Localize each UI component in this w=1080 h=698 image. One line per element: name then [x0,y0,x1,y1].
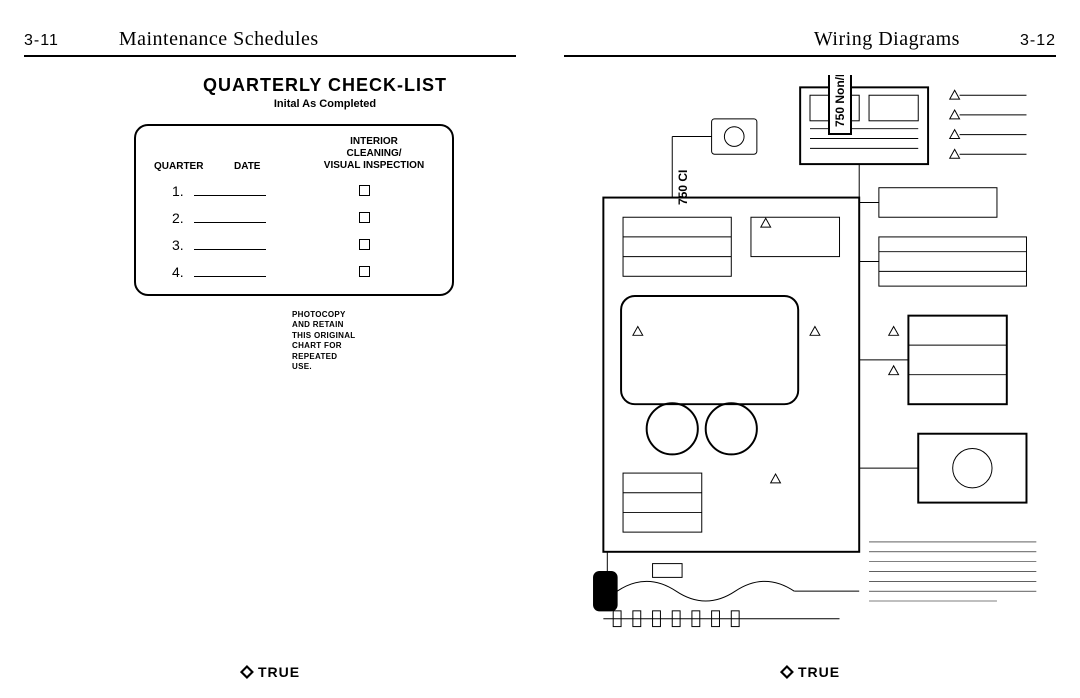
left-page-number: 3-11 [24,32,59,50]
row-number: 3. [154,237,194,253]
row-number: 1. [154,183,194,199]
date-blank [194,236,266,250]
col-inspection: INTERIOR CLEANING/ VISUAL INSPECTION [314,136,434,172]
checklist-row: 1. [154,182,434,199]
left-page-title: Maintenance Schedules [119,28,319,51]
quarterly-checklist: QUARTERLY CHECK-LIST Inital As Completed… [134,75,516,372]
checklist-box: QUARTER DATE INTERIOR CLEANING/ VISUAL I… [134,124,454,296]
date-blank [194,182,266,196]
right-page-title: Wiring Diagrams [814,28,960,51]
brand-logo: TRUE [240,664,300,680]
checkbox-icon [359,185,370,196]
checklist-header-row: QUARTER DATE INTERIOR CLEANING/ VISUAL I… [154,136,434,172]
schematic-svg [564,75,1056,635]
logo-icon [240,665,254,679]
left-page-header: 3-11 Maintenance Schedules [24,28,516,57]
brand-text: TRUE [798,664,840,680]
row-number: 4. [154,264,194,280]
col-date: DATE [234,161,314,172]
checklist-row: 4. [154,263,434,280]
right-page-number: 3-12 [1020,32,1056,50]
checklist-subtitle: Inital As Completed [134,98,516,110]
checklist-row: 2. [154,209,434,226]
logo-icon [780,665,794,679]
checkbox-icon [359,212,370,223]
right-page-header: Wiring Diagrams 3-12 [564,28,1056,57]
checklist-row: 3. [154,236,434,253]
photocopy-note: PHOTOCOPY AND RETAIN THIS ORIGINAL CHART… [292,310,402,372]
row-number: 2. [154,210,194,226]
date-blank [194,263,266,277]
checklist-title: QUARTERLY CHECK-LIST [134,75,516,96]
checkbox-icon [359,239,370,250]
date-blank [194,209,266,223]
brand-logo: TRUE [780,664,840,680]
label-750-ci: 750 CI [676,170,690,205]
wiring-diagram: 750 CI 750 Non/P 750 Series-SS95 Power S… [564,75,1056,635]
checkbox-icon [359,266,370,277]
col-quarter: QUARTER [154,161,234,172]
brand-text: TRUE [258,664,300,680]
label-750-nonp: 750 Non/P [828,75,852,135]
